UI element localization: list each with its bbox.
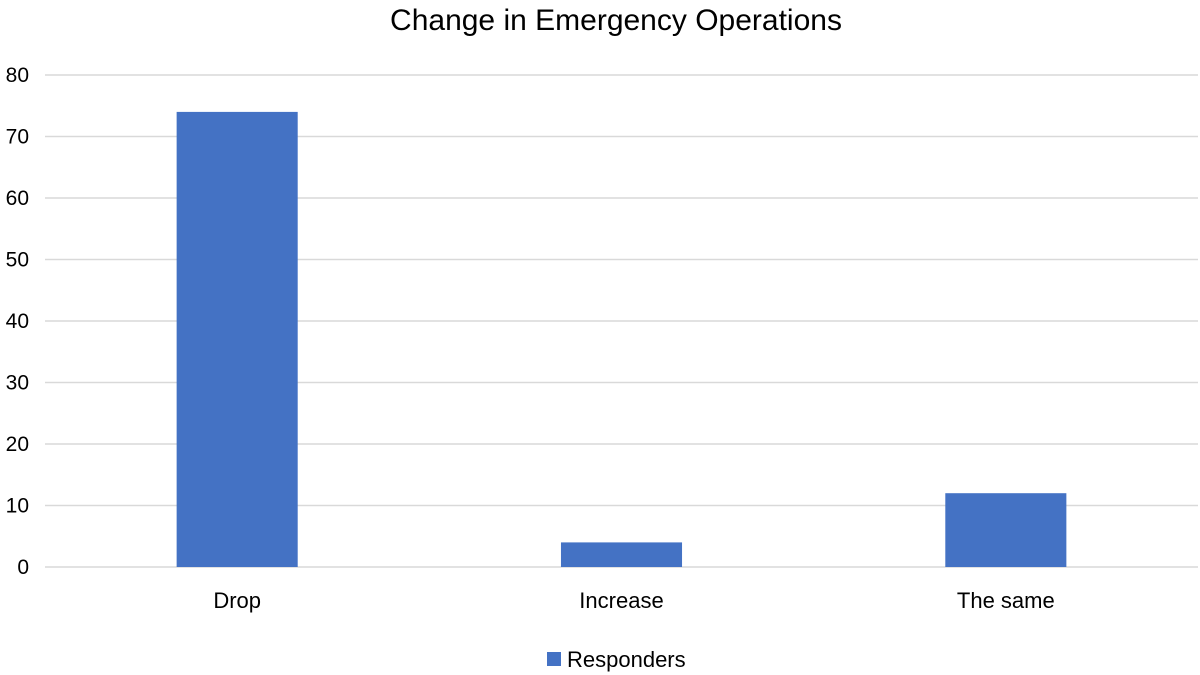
x-category-label: Drop [213,588,261,613]
bar-the-same [945,493,1067,567]
y-tick-label: 60 [6,187,29,210]
bar-drop [176,111,298,568]
y-tick-label: 40 [6,310,29,333]
x-category-label: The same [957,588,1055,613]
y-tick-label: 50 [6,249,29,272]
y-tick-label: 20 [6,433,29,456]
y-axis-tick-labels: 0 10 20 30 40 50 60 70 80 [6,64,29,579]
legend-swatch-responders [547,652,561,666]
bars [176,111,1067,568]
legend-label-responders: Responders [567,647,686,672]
bar-increase [560,542,683,567]
x-axis-category-labels: Drop Increase The same [213,588,1054,613]
legend: Responders [547,647,686,672]
y-tick-label: 70 [6,126,29,149]
chart-title: Change in Emergency Operations [390,4,842,37]
y-tick-label: 10 [6,495,29,518]
y-tick-label: 0 [17,556,29,579]
y-tick-label: 80 [6,64,29,87]
x-category-label: Increase [579,588,663,613]
y-tick-label: 30 [6,372,29,395]
